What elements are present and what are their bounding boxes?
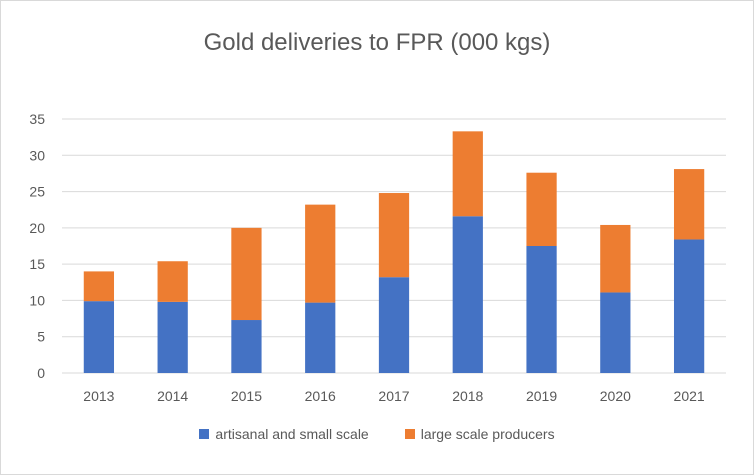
bar-large-scale-2016	[305, 204, 336, 303]
x-tick-label-2016: 2016	[305, 388, 336, 404]
legend-swatch-artisanal	[199, 429, 210, 439]
legend: artisanal and small scale large scale pr…	[1, 426, 753, 442]
bar-large-scale-2018	[452, 131, 483, 217]
x-tick-label-2019: 2019	[526, 388, 557, 404]
x-tick-label-2017: 2017	[378, 388, 409, 404]
bar-large-scale-2017	[378, 193, 410, 278]
y-tick-label-10: 10	[29, 292, 45, 308]
bar-large-scale-2020	[600, 224, 631, 293]
y-tick-label-0: 0	[37, 365, 45, 381]
bar-artisanal-2017	[378, 277, 410, 373]
y-tick-label-5: 5	[37, 329, 45, 345]
x-tick-label-2013: 2013	[83, 388, 114, 404]
bar-large-scale-2013	[83, 271, 115, 302]
legend-item-large-scale: large scale producers	[404, 426, 555, 442]
bar-large-scale-2021	[673, 169, 705, 240]
bar-large-scale-2014	[157, 261, 188, 302]
legend-label-large-scale: large scale producers	[420, 426, 555, 442]
bar-artisanal-2016	[305, 302, 336, 373]
x-tick-label-2014: 2014	[157, 388, 188, 404]
bar-artisanal-2015	[231, 320, 262, 373]
legend-swatch-large-scale	[404, 429, 415, 439]
y-tick-label-25: 25	[29, 184, 45, 200]
bar-artisanal-2019	[526, 246, 557, 373]
chart-title: Gold deliveries to FPR (000 kgs)	[203, 29, 551, 56]
x-tick-label-2015: 2015	[231, 388, 262, 404]
bar-artisanal-2014	[157, 301, 188, 373]
x-tick-label-2018: 2018	[452, 388, 483, 404]
bar-artisanal-2020	[600, 292, 631, 373]
x-tick-label-2020: 2020	[600, 388, 631, 404]
legend-item-artisanal: artisanal and small scale	[199, 426, 369, 442]
bar-artisanal-2018	[452, 216, 483, 373]
legend-label-artisanal: artisanal and small scale	[215, 426, 369, 442]
y-tick-label-15: 15	[29, 256, 45, 272]
y-tick-label-20: 20	[29, 220, 45, 236]
y-tick-label-35: 35	[29, 111, 45, 127]
bar-large-scale-2015	[231, 227, 262, 321]
x-tick-label-2021: 2021	[674, 388, 705, 404]
bar-large-scale-2019	[526, 172, 557, 246]
y-tick-label-30: 30	[29, 147, 45, 163]
bar-artisanal-2013	[83, 301, 115, 373]
bar-artisanal-2021	[673, 239, 705, 373]
